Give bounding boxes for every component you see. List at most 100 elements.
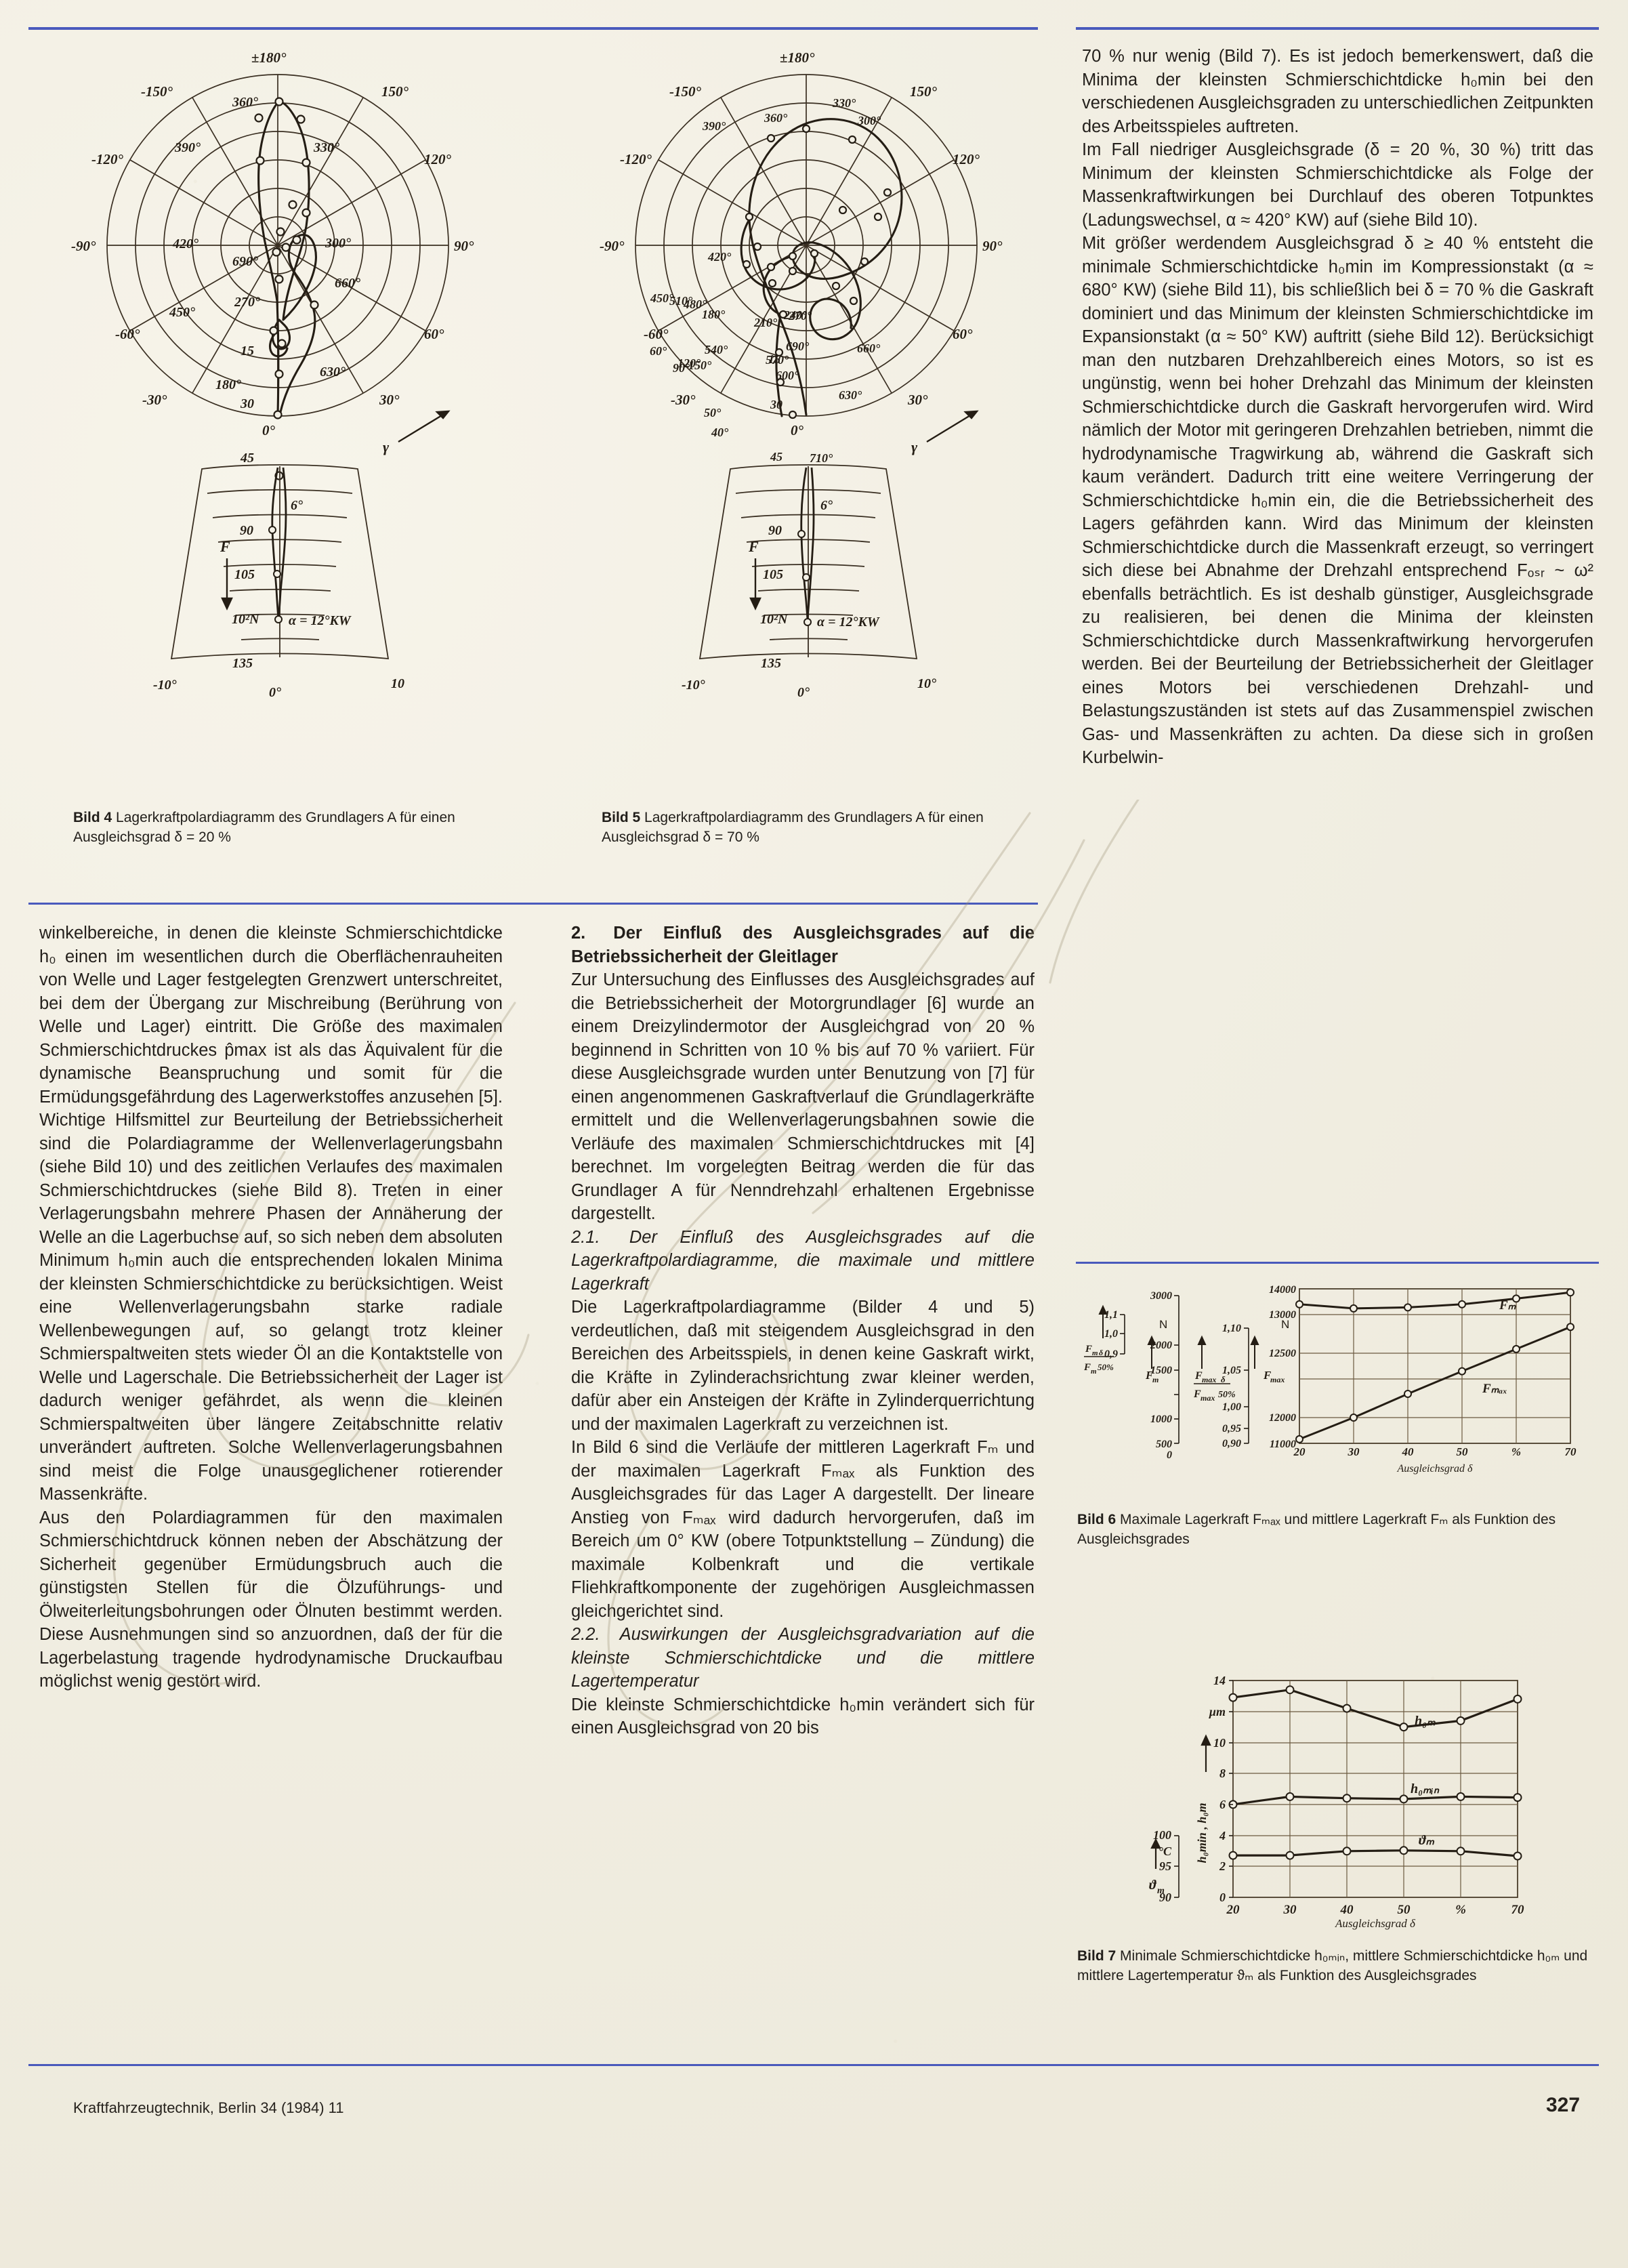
svg-text:Fₘ: Fₘ [1499, 1298, 1517, 1313]
svg-text:N: N [1159, 1318, 1167, 1331]
svg-text:90°: 90° [982, 238, 1003, 254]
svg-text:10: 10 [391, 676, 404, 691]
svg-text:-10°: -10° [153, 678, 177, 693]
svg-text:±180°: ±180° [251, 49, 287, 66]
svg-text:δ: δ [1099, 1348, 1103, 1357]
svg-text:6°: 6° [820, 498, 833, 513]
heading-section-21: 2.1. Der Einfluß des Ausgleichsgrades au… [571, 1226, 1035, 1296]
svg-text:2000: 2000 [1150, 1340, 1172, 1351]
svg-text:240°: 240° [783, 308, 808, 322]
heading-section-22: 2.2. Auswirkungen der Ausgleichsgradvari… [571, 1623, 1035, 1693]
svg-text:0°: 0° [269, 685, 281, 700]
svg-text:105: 105 [234, 567, 255, 582]
middle-para-2: Die Lagerkraftpolardiagramme (Bilder 4 u… [571, 1298, 1035, 1434]
svg-text:300°: 300° [325, 236, 351, 251]
heading-section-2: 2. Der Einfluß des Ausgleichsgrades auf … [571, 922, 1035, 968]
heading-section-2-number: 2. [571, 924, 586, 943]
svg-text:F: F [1263, 1369, 1272, 1382]
svg-text:h₀ₘ: h₀ₘ [1415, 1714, 1436, 1729]
svg-text:0°: 0° [262, 422, 276, 438]
svg-text:1,00: 1,00 [1222, 1401, 1241, 1413]
figure-bild5: ±180° 150° 120° 90° 60° 30° 0° -30° -60°… [569, 35, 1043, 787]
svg-text:570°: 570° [766, 353, 789, 367]
svg-text:Ausgleichsgrad δ: Ausgleichsgrad δ [1397, 1463, 1474, 1475]
svg-text:10²N: 10²N [760, 612, 789, 627]
svg-text:8: 8 [1219, 1767, 1226, 1780]
svg-text:30: 30 [770, 398, 782, 411]
top-rule-right [1076, 27, 1599, 30]
svg-text:10°: 10° [917, 676, 936, 691]
svg-text:Fₘₐₓ: Fₘₐₓ [1482, 1382, 1507, 1396]
svg-text:360°: 360° [232, 95, 258, 110]
heading-section-21-number: 2.1. [571, 1227, 600, 1247]
svg-text:660°: 660° [335, 276, 360, 291]
svg-text:14000: 14000 [1269, 1284, 1296, 1296]
svg-text:10²N: 10²N [232, 612, 260, 627]
svg-text:450°: 450° [650, 291, 674, 305]
figure-bild7: h₀ₘ h₀ₘᵢₙ ϑₘ 14 µm 10 8 6 4 2 [1076, 1660, 1601, 1931]
svg-text:420°: 420° [707, 250, 732, 264]
svg-text:0: 0 [1167, 1449, 1172, 1461]
svg-text:F: F [1145, 1369, 1154, 1382]
svg-text:45: 45 [770, 450, 782, 463]
svg-text:270°: 270° [788, 309, 812, 323]
svg-text:h₀min , h₀m: h₀min , h₀m [1195, 1802, 1209, 1863]
svg-text:30: 30 [1283, 1903, 1297, 1917]
svg-text:12000: 12000 [1269, 1412, 1296, 1424]
svg-text:max: max [1201, 1393, 1215, 1403]
svg-text:50: 50 [1457, 1445, 1469, 1458]
svg-text:150°: 150° [381, 83, 409, 100]
svg-text:50%: 50% [1098, 1362, 1114, 1372]
svg-text:ϑₘ: ϑₘ [1419, 1833, 1435, 1848]
svg-text:1,05: 1,05 [1222, 1365, 1241, 1376]
svg-text:-30°: -30° [671, 392, 696, 408]
text-column-right: 70 % nur wenig (Bild 7). Es ist jedoch b… [1082, 45, 1593, 770]
left-para-1: winkelbereiche, in denen die kleinste Sc… [39, 924, 503, 1504]
svg-text:µm: µm [1209, 1705, 1226, 1718]
svg-text:-30°: -30° [142, 392, 167, 408]
caption-bild7: Bild 7 Minimale Schmierschichtdicke h₀ₘᵢ… [1077, 1946, 1600, 1985]
caption-bild4: Bild 4 Lagerkraftpolardiagramm des Grund… [73, 808, 493, 847]
svg-text:0°: 0° [797, 685, 810, 700]
caption-bild6: Bild 6 Maximale Lagerkraft Fₘₐₓ und mitt… [1077, 1510, 1600, 1549]
svg-text:90°: 90° [673, 361, 690, 375]
heading-section-21-title: Der Einfluß des Ausgleichsgrades auf die… [571, 1227, 1035, 1294]
svg-text:30: 30 [1348, 1445, 1360, 1458]
svg-text:%: % [1511, 1445, 1521, 1458]
svg-text:15: 15 [768, 352, 780, 366]
svg-text:330°: 330° [832, 96, 856, 110]
svg-text:90: 90 [768, 523, 782, 538]
svg-text:N: N [1281, 1318, 1289, 1331]
svg-text:60°: 60° [650, 344, 667, 358]
svg-text:ϑ: ϑ [1149, 1878, 1157, 1893]
caption-bild5: Bild 5 Lagerkraftpolardiagramm des Grund… [602, 808, 1022, 847]
svg-text:F: F [1193, 1388, 1201, 1400]
svg-text:420°: 420° [172, 236, 199, 251]
svg-text:11000: 11000 [1270, 1439, 1296, 1450]
svg-text:630°: 630° [839, 388, 862, 402]
svg-text:500: 500 [1156, 1439, 1172, 1450]
svg-text:90: 90 [1159, 1891, 1171, 1904]
svg-text:510°: 510° [669, 294, 693, 308]
svg-text:m: m [1157, 1886, 1165, 1896]
svg-text:15: 15 [241, 344, 254, 358]
middle-para-4: Die kleinste Schmierschichtdicke h₀min v… [571, 1695, 1035, 1738]
svg-text:α = 12°KW: α = 12°KW [817, 615, 880, 630]
svg-text:40: 40 [1340, 1903, 1354, 1917]
svg-text:90: 90 [240, 523, 253, 538]
svg-text:540°: 540° [705, 343, 728, 356]
svg-text:0°: 0° [791, 422, 804, 438]
svg-text:F: F [220, 538, 230, 555]
right-para-2: Im Fall niedriger Ausgleichsgrade (δ = 2… [1082, 140, 1593, 230]
svg-text:2: 2 [1219, 1859, 1226, 1873]
svg-text:70: 70 [1511, 1903, 1525, 1917]
svg-text:95: 95 [1159, 1859, 1171, 1873]
svg-text:0,9: 0,9 [1104, 1348, 1118, 1360]
svg-text:30°: 30° [379, 392, 400, 408]
heading-section-22-title: Auswirkungen der Ausgleichsgradvariation… [571, 1625, 1035, 1691]
svg-text:±180°: ±180° [780, 49, 815, 66]
caption-bild7-text: Minimale Schmierschichtdicke h₀ₘᵢₙ, mitt… [1077, 1948, 1588, 1983]
svg-text:max: max [1270, 1375, 1285, 1384]
svg-text:1500: 1500 [1150, 1365, 1172, 1376]
